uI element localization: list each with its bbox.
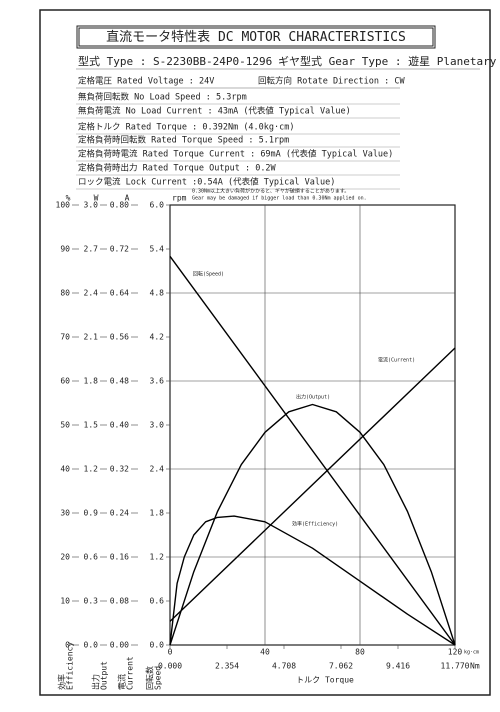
y-tick-label: 0.3 <box>84 597 99 606</box>
y-tick-label: 1.8 <box>84 377 99 386</box>
x2-tick-label: 9.416 <box>386 662 410 671</box>
y-tick-label: 2.7 <box>84 245 99 254</box>
y-tick-label: 80 <box>60 289 70 298</box>
y-tick-label: 0.48 <box>110 377 129 386</box>
y-tick-label: 0.40 <box>110 421 129 430</box>
x2-tick-label: 2.354 <box>215 662 239 671</box>
y-tick-label: 30 <box>60 509 70 518</box>
y-tick-label: 3.0 <box>150 421 165 430</box>
spec-line: 定格電圧 Rated Voltage : 24V <box>78 76 214 87</box>
y-tick-label: 4.2 <box>150 333 165 342</box>
spec-line: 定格トルク Rated Torque : 0.392Nm (4.0kg·cm) <box>78 122 295 133</box>
y-tick-label: 50 <box>60 421 70 430</box>
axis-name: 電流 <box>117 674 127 690</box>
y-tick-label: 6.0 <box>150 201 165 210</box>
y-tick-label: 10 <box>60 597 70 606</box>
y-tick-label: 0.08 <box>110 597 129 606</box>
x2-tick-label: 4.708 <box>272 662 296 671</box>
title-box-inner <box>78 27 434 47</box>
axis-unit: A <box>125 194 130 203</box>
y-tick-label: 5.4 <box>150 245 165 254</box>
axis-unit: W <box>94 194 99 203</box>
y-tick-label: 0.00 <box>110 641 129 650</box>
axis-unit: rpm <box>172 194 187 203</box>
y-tick-label: 40 <box>60 465 70 474</box>
title-box <box>76 25 436 49</box>
x-tick-label: 40 <box>260 648 270 657</box>
y-tick-label: 60 <box>60 377 70 386</box>
y-tick-label: 0.56 <box>110 333 129 342</box>
curve <box>169 515 456 646</box>
axis-name: 効率 <box>57 674 67 690</box>
spec-line: 定格負荷時出力 Rated Torque Output : 0.2W <box>78 163 277 174</box>
spec-line: ギヤ型式 Gear Type : 遊星 Planetary Gear <box>278 54 500 68</box>
x-unit: kg·cm <box>464 650 479 656</box>
y-tick-label: 0.0 <box>150 641 165 650</box>
x-tick-label: 0 <box>168 648 173 657</box>
spec-line: 無負荷回転数 No Load Speed : 5.3rpm <box>78 92 247 103</box>
spec-line: 無負荷電流 No Load Current : 43mA (代表値 Typica… <box>78 106 351 117</box>
note: Gear may be damaged if bigger load than … <box>192 196 367 202</box>
y-tick-label: 0.9 <box>84 509 99 518</box>
x-tick-label: 120 <box>448 648 463 657</box>
page-border <box>39 9 491 696</box>
y-tick-label: 2.4 <box>84 289 99 298</box>
curve-label: 効率(Efficiency) <box>292 521 338 528</box>
y-tick-label: 2.1 <box>84 333 99 342</box>
axis-unit: % <box>66 194 71 203</box>
curve-label: 回転(Speed) <box>193 272 224 278</box>
y-tick-label: 0.6 <box>150 597 165 606</box>
axis-name: Current <box>126 656 135 690</box>
y-tick-label: 0.16 <box>110 553 129 562</box>
note: 0.30Nm以上大きい負荷がかかると、ギヤが破損することがあります。 <box>192 188 349 195</box>
y-tick-label: 0.72 <box>110 245 129 254</box>
x2-tick-label: 0.000 <box>158 662 182 671</box>
curve-label: 出力(Output) <box>296 394 330 401</box>
y-tick-label: 0.64 <box>110 289 129 298</box>
y-tick-label: 0 <box>65 641 70 650</box>
axis-name: Output <box>100 661 109 690</box>
y-tick-label: 90 <box>60 245 70 254</box>
axis-name: Speed <box>154 666 163 690</box>
title: 直流モータ特性表 DC MOTOR CHARACTERISTICS <box>106 30 406 45</box>
y-tick-label: 0.24 <box>110 509 129 518</box>
axis-name: 回転数 <box>145 666 155 690</box>
y-tick-label: 0.6 <box>84 553 99 562</box>
curve <box>169 403 456 646</box>
axis-name: Efficiency <box>66 642 75 690</box>
y-tick-label: 70 <box>60 333 70 342</box>
spec-line: 回転方向 Rotate Direction : CW <box>258 76 405 87</box>
x-tick-label: 80 <box>355 648 365 657</box>
x2-tick-label: 11.770 <box>441 662 470 671</box>
x-axis-label: トルク Torque <box>296 676 354 685</box>
y-tick-label: 0.32 <box>110 465 129 474</box>
y-tick-label: 4.8 <box>150 289 165 298</box>
x2-tick-label: 7.062 <box>329 662 353 671</box>
y-tick-label: 20 <box>60 553 70 562</box>
curve <box>169 255 456 646</box>
y-tick-label: 0.80 <box>110 201 129 210</box>
y-tick-label: 100 <box>56 201 71 210</box>
y-tick-label: 1.5 <box>84 421 99 430</box>
spec-line: 定格負荷時電流 Rated Torque Current : 69mA (代表値… <box>78 149 393 160</box>
spec-line: 定格負荷時回転数 Rated Torque Speed : 5.1rpm <box>78 135 289 146</box>
x2-unit: Nm <box>470 662 480 671</box>
y-tick-label: 1.8 <box>150 509 165 518</box>
axis-name: 出力 <box>91 674 101 690</box>
y-tick-label: 3.6 <box>150 377 165 386</box>
y-tick-label: 0.0 <box>84 641 99 650</box>
curve <box>169 347 456 622</box>
y-tick-label: 1.2 <box>150 553 165 562</box>
spec-line: ロック電流 Lock Current :0.54A (代表値 Typical V… <box>78 177 335 188</box>
y-tick-label: 3.0 <box>84 201 99 210</box>
y-tick-label: 1.2 <box>84 465 99 474</box>
y-tick-label: 2.4 <box>150 465 165 474</box>
spec-line: 型式 Type : S-2230BB-24P0-1296 <box>78 54 272 68</box>
curve-label: 電流(Current) <box>378 357 415 364</box>
